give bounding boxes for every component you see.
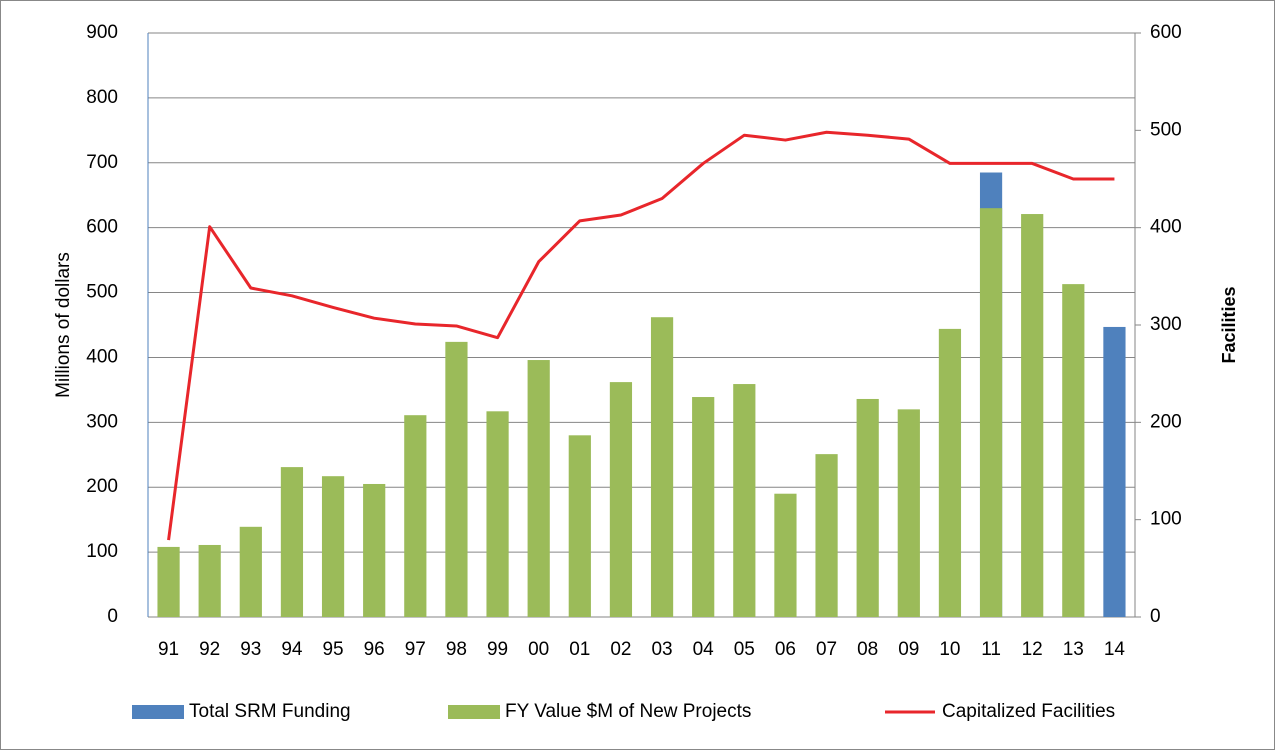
bar [280, 467, 304, 617]
bar [321, 476, 345, 617]
x-tick-label: 03 [651, 639, 672, 660]
x-tick-label: 06 [775, 639, 796, 660]
y-tick-label: 400 [86, 346, 118, 367]
bar [445, 341, 468, 617]
bar [239, 526, 262, 617]
x-tick-label: 10 [939, 639, 960, 660]
bar [527, 360, 550, 617]
y2-tick-label: 100 [1150, 509, 1182, 530]
y-tick-label: 200 [86, 476, 118, 497]
bar [938, 328, 962, 617]
bar [1021, 214, 1044, 618]
legend-label: Capitalized Facilities [942, 701, 1115, 722]
x-tick-label: 08 [857, 639, 878, 660]
x-tick-label: 99 [487, 639, 508, 660]
x-tick-label: 14 [1104, 639, 1126, 660]
y2-tick-label: 200 [1150, 411, 1182, 432]
bar [1103, 326, 1126, 617]
x-tick-label: 00 [528, 639, 549, 660]
y-tick-label: 600 [86, 217, 118, 238]
legend-label: Total SRM Funding [189, 701, 351, 722]
bar [486, 411, 509, 617]
bar [733, 384, 756, 617]
legend-swatch [448, 705, 500, 719]
x-tick-label: 98 [446, 639, 467, 660]
y-tick-label: 0 [107, 606, 118, 627]
x-tick-label: 05 [734, 639, 755, 660]
bar [198, 544, 221, 617]
y-tick-label: 900 [86, 22, 118, 43]
x-tick-label: 94 [281, 639, 303, 660]
x-tick-label: 07 [816, 639, 837, 660]
x-tick-label: 12 [1022, 639, 1043, 660]
x-tick-label: 92 [199, 639, 220, 660]
x-tick-label: 93 [240, 639, 261, 660]
y-axis-label: Millions of dollars [53, 252, 74, 398]
bar [979, 208, 1003, 617]
x-tick-label: 01 [569, 639, 590, 660]
y-tick-label: 100 [86, 541, 118, 562]
y-tick-label: 700 [86, 152, 118, 173]
legend-label: FY Value $M of New Projects [505, 701, 751, 722]
line [167, 130, 1115, 541]
bar [568, 435, 591, 617]
x-tick-label: 11 [981, 639, 1001, 660]
bar [774, 493, 797, 617]
bar [856, 398, 879, 617]
y-tick-label: 300 [86, 411, 118, 432]
legend-swatch [132, 705, 184, 719]
y2-tick-label: 300 [1150, 314, 1182, 335]
y2-tick-label: 0 [1150, 606, 1161, 627]
bar [692, 397, 715, 617]
bar [650, 317, 674, 617]
y-tick-label: 800 [86, 87, 118, 108]
bar [897, 409, 920, 617]
x-tick-label: 04 [693, 639, 715, 660]
bar [157, 546, 180, 617]
bar [609, 382, 633, 617]
x-tick-label: 97 [405, 639, 426, 660]
y2-axis-label: Facilities [1219, 286, 1239, 363]
bar [1062, 284, 1085, 617]
x-tick-label: 09 [898, 639, 919, 660]
y2-tick-label: 500 [1150, 119, 1182, 140]
y2-tick-label: 400 [1150, 217, 1182, 238]
bar [815, 454, 838, 617]
y-tick-label: 500 [86, 282, 118, 303]
x-tick-label: 96 [364, 639, 385, 660]
y2-tick-label: 600 [1150, 22, 1182, 43]
x-tick-label: 95 [322, 639, 343, 660]
bar [363, 483, 386, 617]
x-tick-label: 13 [1063, 639, 1084, 660]
bar [404, 415, 427, 617]
x-tick-label: 02 [610, 639, 631, 660]
x-tick-label: 91 [158, 639, 179, 660]
